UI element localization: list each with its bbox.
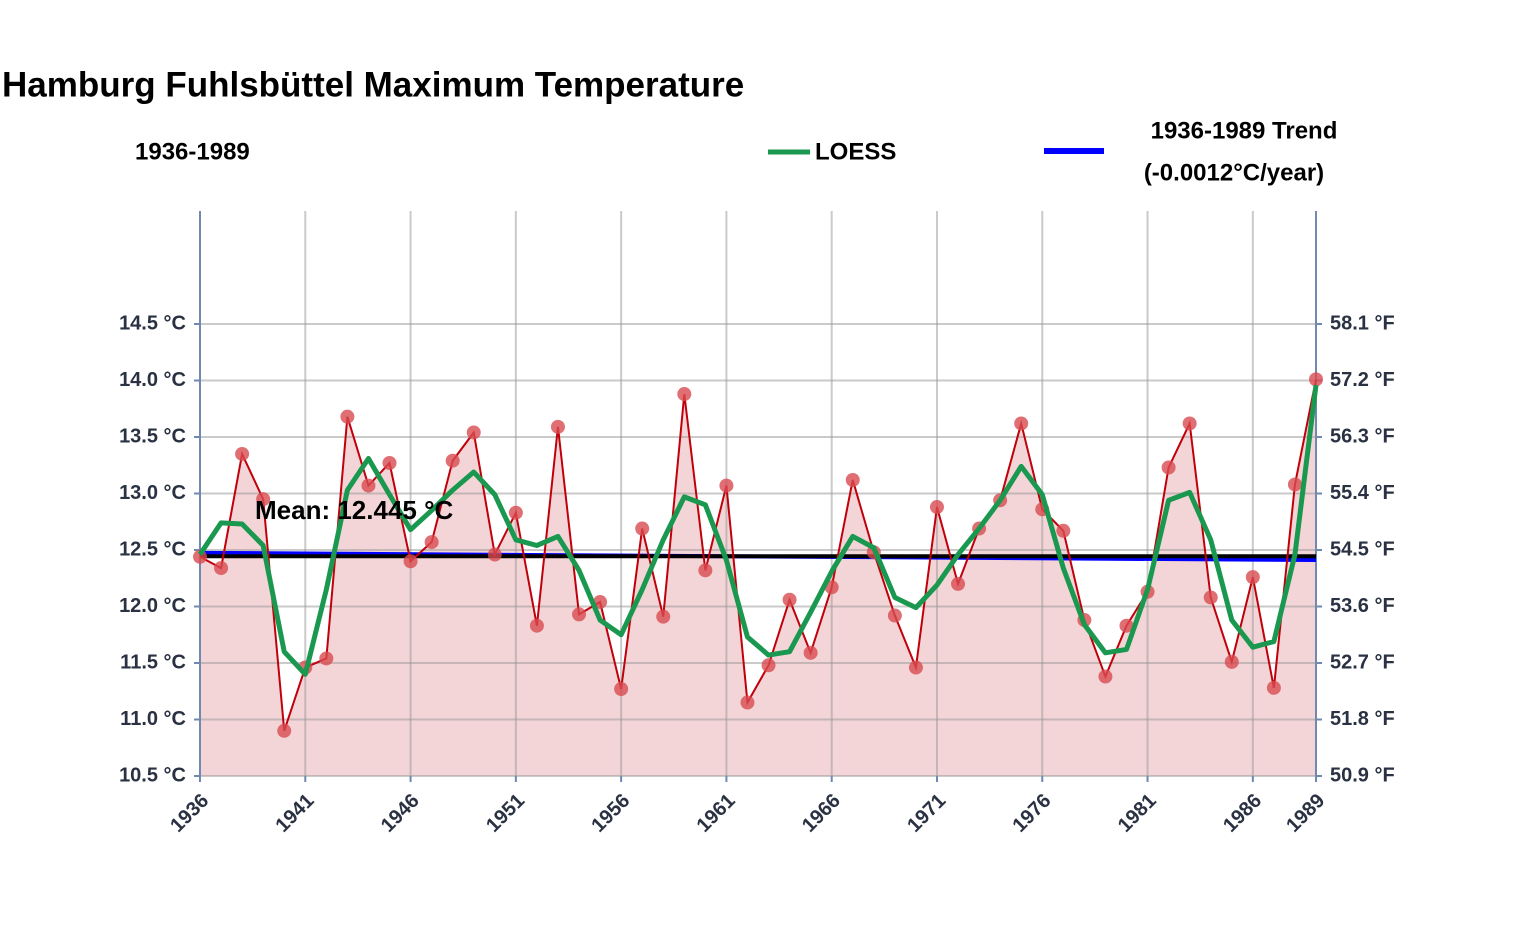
data-point [466,425,481,440]
data-point [1287,477,1302,492]
x-tick-label: 1946 [377,790,424,837]
x-tick-label: 1986 [1219,790,1266,837]
y-tick-label: 12.5 °C [119,538,186,560]
x-tick-label: 1956 [587,790,634,837]
data-point [487,547,502,562]
data-point [656,609,671,624]
data-point [1266,680,1281,695]
x-tick-label: 1971 [903,790,950,837]
y-tick-label: 11.5 °C [120,651,186,673]
data-point [635,521,650,536]
legend-label: (-0.0012°C/year) [1144,159,1324,186]
y2-tick-label: 55.4 °F [1330,482,1395,504]
data-point [1161,460,1176,475]
mean-annotation: Mean: 12.445 °C [255,495,453,525]
data-point [824,580,839,595]
data-point [1203,590,1218,605]
data-point [256,492,271,507]
data-point [677,387,692,402]
data-point [740,695,755,710]
y-tick-label: 11.0 °C [120,708,186,730]
data-point [698,563,713,578]
data-point [1309,372,1323,387]
data-point [235,446,250,461]
data-point [319,651,334,666]
y2-tick-label: 54.5 °F [1330,538,1395,560]
data-point [719,478,734,493]
data-point [761,658,776,673]
y-tick-label: 12.0 °C [119,595,186,617]
y-tick-label: 13.0 °C [119,482,186,504]
data-point [361,478,376,493]
data-point [572,607,587,622]
data-point [340,409,355,424]
x-tick-label: 1941 [272,790,319,837]
data-point [1056,523,1071,538]
y-tick-label: 14.5 °C [119,312,186,334]
y2-tick-label: 51.8 °F [1330,708,1395,730]
y2-tick-label: 56.3 °F [1330,425,1395,447]
x-tick-label: 1966 [798,790,845,837]
y2-tick-label: 50.9 °F [1330,764,1395,786]
data-point [508,505,523,520]
legend-label: LOESS [815,138,896,165]
data-point [908,660,923,675]
chart-subtitle: 1936-1989 [135,138,250,165]
y-tick-label: 13.5 °C [119,425,186,447]
data-point [214,561,229,576]
x-tick-label: 1989 [1282,790,1329,837]
y-tick-label: 10.5 °C [119,764,186,786]
data-point [845,472,860,487]
data-point [887,608,902,623]
data-point [951,576,966,591]
data-point [550,419,565,434]
x-tick-label: 1936 [166,790,213,837]
y-tick-label: 14.0 °C [119,369,186,391]
data-point [929,500,944,515]
y2-tick-label: 53.6 °F [1330,595,1395,617]
y2-tick-label: 58.1 °F [1330,312,1395,334]
data-point [1098,669,1113,684]
data-point [1014,416,1029,431]
y2-tick-label: 52.7 °F [1330,651,1395,673]
data-point [424,535,439,550]
data-point [614,681,629,696]
data-point [445,453,460,468]
data-point [1245,570,1260,585]
x-tick-label: 1951 [482,790,529,837]
y2-tick-label: 57.2 °F [1330,369,1395,391]
loess-line [197,384,1319,677]
data-point [1182,416,1197,431]
data-point [277,723,292,738]
data-point [803,645,818,660]
x-tick-label: 1976 [1009,790,1056,837]
data-point [782,592,797,607]
x-tick-label: 1981 [1114,790,1161,837]
chart-title: Hamburg Fuhlsbüttel Maximum Temperature [2,65,744,104]
data-point [1119,618,1134,633]
x-tick-label: 1961 [693,790,740,837]
data-point [1224,654,1239,669]
data-point [382,455,397,470]
data-point [403,554,418,569]
data-point [529,618,544,633]
legend-label: 1936-1989 Trend [1151,117,1338,144]
